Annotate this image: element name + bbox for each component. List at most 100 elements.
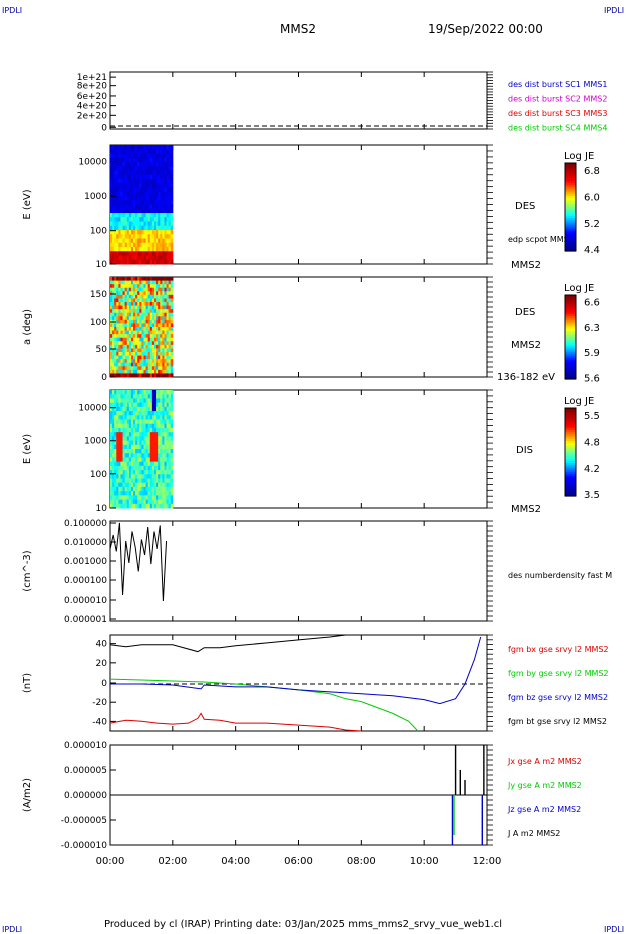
spectrogram-cell [135,444,138,450]
footer-credits: Produced by cl (IRAP) Printing date: 03/… [104,919,503,930]
spectrogram-cell [151,291,155,296]
spectrogram-cell [149,291,153,296]
spectrogram-cell [133,217,136,222]
spectrogram-cell [147,453,151,458]
spectrogram-cell [164,213,168,218]
spectrogram-cell [160,153,163,159]
spectrogram-cell [156,183,159,188]
spectrogram-cell [170,423,174,429]
spectrogram-cell [118,341,121,346]
spectrogram-cell [147,259,151,265]
spectrogram-cell [128,449,132,454]
spectrogram-cell [164,341,168,346]
spectrogram-cell [145,440,149,446]
spectrogram-cell [141,341,145,346]
spectrogram-cell [116,179,119,184]
spectrogram-cell [124,316,128,321]
spectrogram-cell [124,309,128,314]
spectrogram-cell [124,461,128,467]
spectrogram-cell [126,302,130,307]
spectrogram-cell [110,312,113,317]
spectrogram-cell [122,259,126,265]
spectrogram-cell [122,153,126,159]
spectrogram-cell [151,319,155,324]
colorbar-cell [565,414,576,418]
colorbar-cell [565,416,576,420]
spectrogram-cell [160,230,163,235]
spectrogram-cell [114,344,117,349]
spectrogram-cell [110,369,113,374]
spectrogram-cell [168,366,172,371]
spectrogram-cell [170,230,174,235]
spectrogram-cell [158,170,161,176]
spectrogram-cell [124,423,128,429]
spectrogram-cell [164,419,168,425]
spectrogram-cell [153,291,157,296]
spectrogram-cell [110,486,113,492]
spectrogram-cell [164,402,168,408]
spectrogram-cell [145,432,149,437]
spectrogram-cell [158,419,161,425]
spectrogram-cell [126,453,130,458]
spectrogram-cell [149,225,153,231]
colorbar-cell [565,326,576,330]
spectrogram-cell [114,390,117,395]
spectrogram-cell [164,465,168,471]
spectrogram-cell [112,390,115,395]
spectrogram-cell [145,457,149,463]
spectrogram-cell [112,213,115,218]
spectrogram-cell [149,373,153,378]
spectrogram-cell [118,280,121,285]
spectrogram-cell [126,334,130,339]
spectrogram-cell [110,259,113,265]
spectrogram-cell [141,330,145,335]
spectrogram-cell [110,287,113,292]
spectrogram-cell [135,294,138,299]
colorbar-cell [565,474,576,477]
spectrogram-cell [141,242,145,248]
spectrogram-cell [162,221,165,227]
spectrogram-cell [141,444,145,450]
spectrogram-cell [122,352,126,357]
spectrogram-cell [120,330,124,335]
spectrogram-cell [170,145,174,150]
spectrogram-cell [170,369,174,374]
spectrogram-cell [137,461,140,467]
spectrogram-cell [145,145,149,150]
spectrogram-cell [128,457,132,463]
spectrogram-cell [166,423,170,429]
spectrogram-cell [126,394,130,399]
spectrogram-cell [122,183,126,188]
spectrogram-cell [164,191,168,197]
spectrogram-cell [135,319,138,324]
spectrogram-cell [153,284,157,289]
spectrogram-cell [118,294,121,299]
spectrogram-cell [168,312,172,317]
spectrogram-cell [112,330,115,335]
spectrogram-cell [135,341,138,346]
spectrogram-cell [135,312,138,317]
spectrogram-cell [133,291,136,296]
spectrogram-cell [162,298,165,303]
spectrogram-cell [141,440,145,446]
colorbar-cell [565,341,576,344]
spectrogram-cell [114,461,117,467]
spectrogram-cell [133,287,136,292]
spectrogram-cell [110,234,113,239]
spectrogram-cell [141,225,145,231]
spectrogram-cell [116,327,119,332]
spectrogram-cell [118,238,121,244]
spectrogram-cell [168,291,172,296]
spectrogram-cell [149,145,153,150]
spectrogram-cell [110,394,113,399]
spectrogram-cell [164,183,168,188]
spectrogram-cell [145,291,149,296]
spectrogram-cell [143,277,147,282]
spectrogram-cell [160,427,163,433]
colorbar-cell [565,185,576,188]
spectrogram-cell [164,200,168,205]
spectrogram-cell [130,208,134,214]
spectrogram-cell [141,284,145,289]
spectrogram-cell [114,465,117,471]
spectrogram-cell [120,309,124,314]
